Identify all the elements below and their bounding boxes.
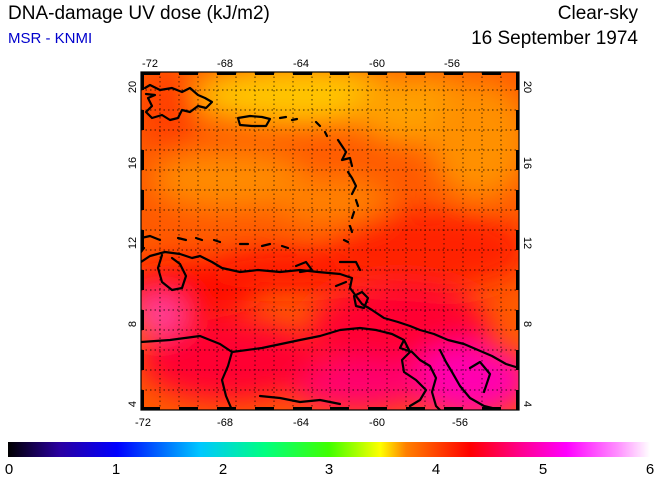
map-title: DNA-damage UV dose (kJ/m2): [8, 3, 270, 24]
colorbar-tick: 6: [646, 461, 654, 478]
coastline-lesser-antilles: [314, 120, 360, 244]
sky-condition-label: Clear-sky: [557, 3, 638, 24]
data-source-label: MSR - KNMI: [8, 30, 93, 47]
lat-tick-right: 8: [521, 321, 533, 327]
lat-tick-right: 16: [521, 157, 533, 169]
lat-tick-right: 12: [521, 237, 533, 249]
lat-tick-left: 20: [127, 81, 139, 93]
lon-tick-bottom: -56: [452, 417, 468, 429]
lon-tick-bottom: -72: [135, 417, 151, 429]
colorbar-tick: 1: [112, 461, 120, 478]
coastline-lake-maracaibo: [156, 253, 188, 292]
colorbar-tick: 0: [5, 461, 13, 478]
colorbar-tick: 5: [539, 461, 547, 478]
lat-lon-grid: [141, 72, 519, 410]
coastline-hispaniola: [143, 83, 214, 122]
coastline-trinidad: [352, 290, 370, 310]
lat-tick-left: 4: [127, 401, 139, 407]
colorbar-tick: 2: [219, 461, 227, 478]
lon-tick-bottom: -68: [217, 417, 233, 429]
lon-tick-top: -60: [369, 58, 385, 70]
lat-tick-left: 8: [127, 321, 139, 327]
lat-tick-left: 12: [127, 237, 139, 249]
coastline-puerto-rico: [236, 114, 272, 128]
lon-tick-top: -64: [293, 58, 309, 70]
lat-tick-right: 20: [521, 81, 533, 93]
colorbar-tick: 4: [432, 461, 440, 478]
lon-tick-top: -56: [444, 58, 460, 70]
lat-tick-right: 4: [521, 401, 533, 407]
lon-tick-top: -68: [217, 58, 233, 70]
coastline-south-america: [141, 250, 519, 370]
frame-ticks: [141, 72, 519, 410]
lon-tick-bottom: -64: [293, 417, 309, 429]
map-date: 16 September 1974: [471, 28, 638, 49]
lon-tick-bottom: -60: [369, 417, 385, 429]
colorbar-tick: 3: [325, 461, 333, 478]
colorbar: [8, 442, 650, 457]
coastlines: [141, 83, 519, 410]
lon-tick-top: -72: [142, 58, 158, 70]
lat-tick-left: 16: [127, 157, 139, 169]
